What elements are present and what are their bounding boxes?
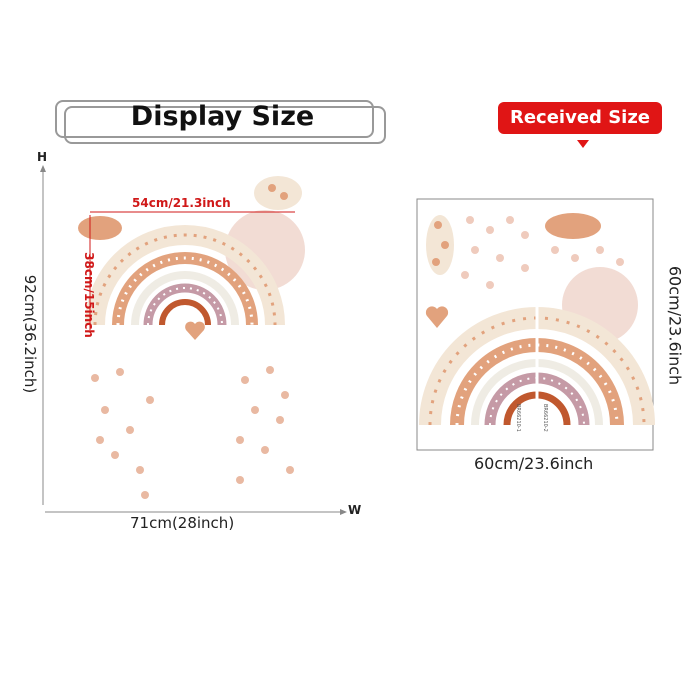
- sheet-code-2: BR66210-2: [542, 404, 548, 432]
- height-axis-label: H: [37, 150, 48, 164]
- width-arrow-icon: [340, 509, 347, 515]
- badge-arrow-icon: [577, 140, 589, 148]
- left-rainbow: [78, 176, 305, 499]
- display-height-label: 92cm(36.2inch): [21, 274, 39, 394]
- rainbow-width-label: 54cm/21.3inch: [132, 196, 231, 210]
- display-size-title: Display Size: [130, 101, 315, 132]
- width-axis-label: W: [348, 503, 362, 517]
- rainbow-height-label: 38cm/15inch: [82, 252, 96, 338]
- right-rainbow: [419, 200, 655, 440]
- title-frame: [55, 100, 374, 138]
- height-arrow-icon: [40, 165, 46, 172]
- received-size-badge: Received Size: [498, 102, 662, 134]
- received-width-label: 60cm/23.6inch: [474, 454, 594, 473]
- title-frame-shadow: [64, 106, 386, 144]
- display-width-label: 71cm(28inch): [130, 514, 235, 532]
- received-height-label: 60cm/23.6inch: [665, 265, 685, 386]
- sheet-code-1: BR66210-1: [515, 404, 521, 432]
